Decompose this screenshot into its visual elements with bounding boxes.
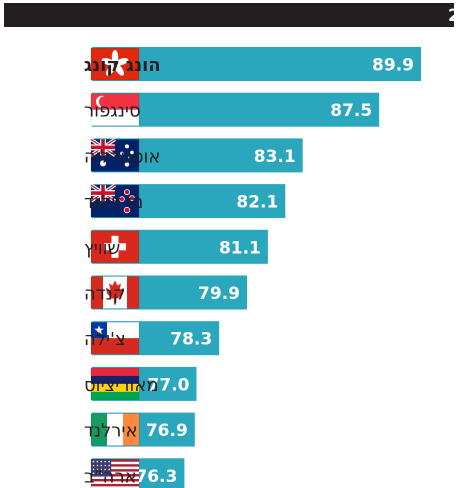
title-bar [4, 3, 454, 27]
bar-row: 87.5 סינגפור [84, 92, 380, 127]
bar-row: 89.9 הונג קונג [84, 47, 421, 81]
value-label: 76.9 [146, 421, 188, 441]
category-label: אירלנד [84, 421, 137, 442]
bar-row: 82.1 ניו זילנד [84, 183, 286, 219]
bar-row: 81.1 שוויץ [84, 229, 268, 264]
category-label: הונג קונג [84, 55, 161, 76]
chart-title: מדד קרן הריטג' לחופש כלכלי בנקודות, ב־20… [448, 6, 458, 26]
value-label: 83.1 [254, 147, 296, 167]
category-label: שוויץ [84, 238, 120, 259]
hong-kong-flag [90, 47, 140, 81]
switzerland-flag [90, 230, 140, 264]
australia-flag [90, 137, 140, 172]
bar [92, 92, 380, 127]
category-label: ארה"ב [84, 466, 137, 487]
chile-flag [90, 321, 140, 355]
value-label: 81.1 [219, 238, 261, 258]
value-label: 79.9 [198, 284, 240, 304]
ireland-flag [90, 413, 140, 446]
mauritius-flag [90, 367, 140, 401]
bar-row: 76.9 אירלנד [84, 412, 195, 447]
category-label: מאוריציוס [84, 375, 159, 396]
value-label: 82.1 [236, 193, 278, 213]
category-label: אוסטרליה [84, 146, 160, 167]
value-label: 87.5 [330, 101, 372, 121]
value-label: 89.9 [372, 56, 414, 76]
usa-flag [90, 458, 140, 488]
value-label: 77.0 [148, 375, 190, 395]
singapore-flag [90, 93, 140, 126]
value-label: 76.3 [135, 467, 177, 487]
bar [92, 47, 421, 81]
bar-row: 79.9 קנדה [84, 275, 247, 310]
value-label: 78.3 [170, 330, 212, 350]
bar-row: 83.1 אוסטרליה [84, 137, 303, 173]
category-label: סינגפור [84, 101, 141, 122]
bar-row: 78.3 צ'ילה [84, 321, 220, 356]
new-zealand-flag [90, 183, 140, 218]
bar-rows: 89.9 הונג קונג 87.5 סינגפור 83.1 אוסטרליה 82.1… [84, 47, 421, 488]
category-label: ניו זילנד [84, 192, 143, 213]
category-label: קנדה [84, 284, 126, 305]
canada-flag [90, 276, 140, 309]
category-label: צ'ילה [84, 329, 126, 350]
